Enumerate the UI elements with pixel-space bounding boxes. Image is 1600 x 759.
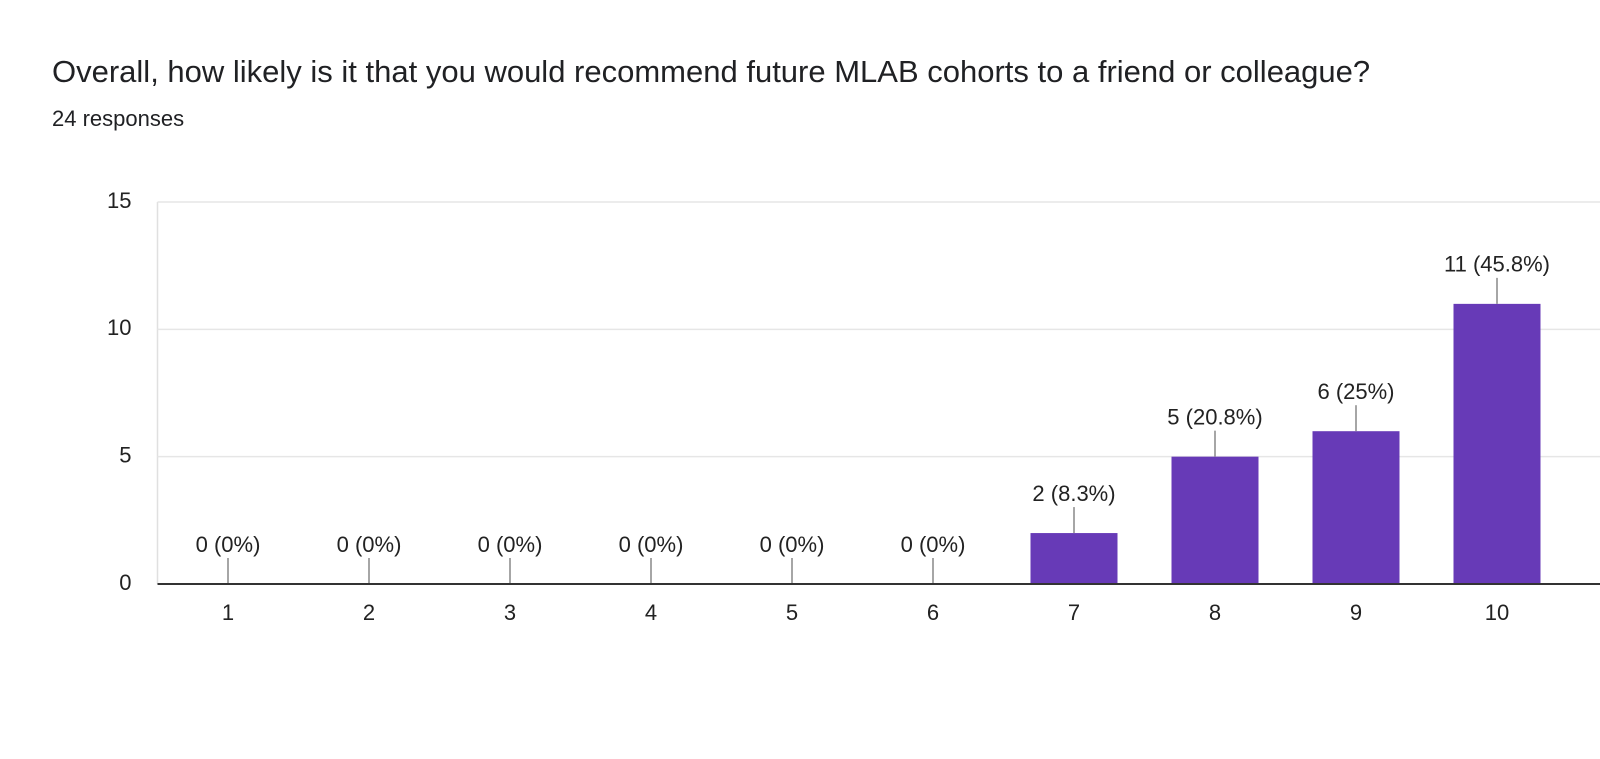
bar <box>1171 456 1259 584</box>
y-tick-label: 5 <box>119 442 131 467</box>
x-tick-label: 2 <box>363 600 375 625</box>
chart-title: Overall, how likely is it that you would… <box>52 54 1370 89</box>
x-tick-label: 10 <box>1485 600 1509 625</box>
bar <box>1030 533 1118 584</box>
x-tick-label: 9 <box>1350 600 1362 625</box>
x-tick-label: 4 <box>645 600 657 625</box>
data-label: 0 (0%) <box>619 532 684 557</box>
data-label: 5 (20.8%) <box>1167 404 1262 429</box>
data-label: 0 (0%) <box>478 532 543 557</box>
data-label: 11 (45.8%) <box>1444 252 1550 277</box>
x-tick-label: 1 <box>222 600 234 625</box>
y-tick-label: 15 <box>107 188 131 213</box>
data-label: 2 (8.3%) <box>1032 481 1115 506</box>
data-label: 0 (0%) <box>337 532 402 557</box>
chart-subtitle: 24 responses <box>52 106 184 131</box>
x-tick-label: 3 <box>504 600 516 625</box>
y-tick-label: 0 <box>119 570 131 595</box>
data-label: 0 (0%) <box>196 532 261 557</box>
x-tick-label: 8 <box>1209 600 1221 625</box>
x-tick-label: 6 <box>927 600 939 625</box>
data-label: 0 (0%) <box>901 532 966 557</box>
x-tick-label: 5 <box>786 600 798 625</box>
bar <box>1453 303 1541 584</box>
x-tick-label: 7 <box>1068 600 1080 625</box>
data-label: 0 (0%) <box>760 532 825 557</box>
bar <box>1312 431 1400 584</box>
data-label: 6 (25%) <box>1317 379 1394 404</box>
y-tick-label: 10 <box>107 315 131 340</box>
